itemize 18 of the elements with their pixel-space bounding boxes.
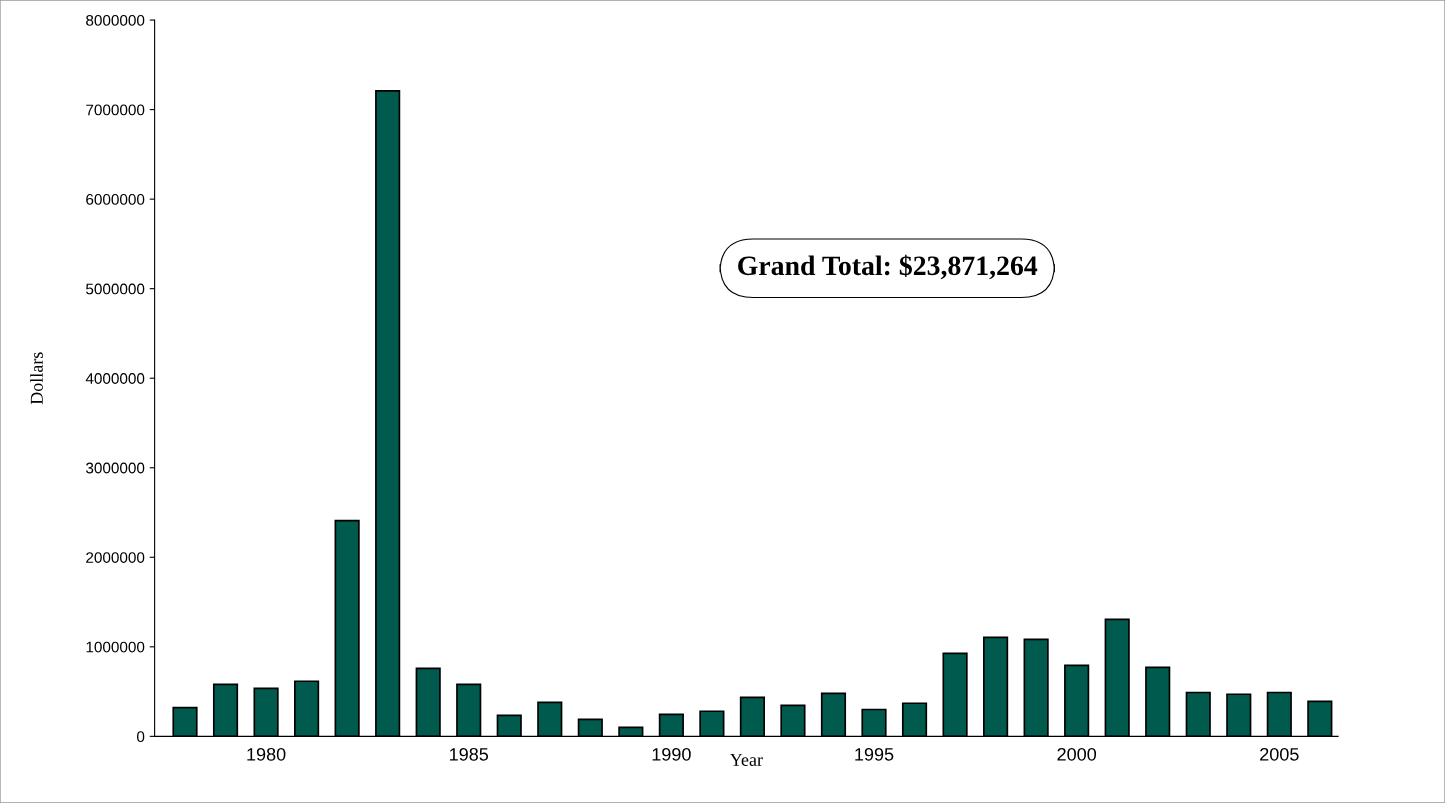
y-tick-label: 6000000 <box>86 194 145 205</box>
x-tick-label: 1980 <box>247 747 286 761</box>
y-tick-label: 0 <box>136 731 145 743</box>
annotation: Grand Total: $23,871,264 <box>738 254 1038 280</box>
x-tick-label: 1995 <box>855 747 894 761</box>
x-tick-label: 1985 <box>450 747 489 761</box>
x-tick-label: 2000 <box>1057 747 1097 761</box>
y-tick-label: 3000000 <box>86 462 145 474</box>
y-tick-label: 8000000 <box>86 14 145 26</box>
y-tick-label: 1000000 <box>86 641 145 653</box>
y-tick-label: 7000000 <box>86 104 145 116</box>
x-tick-label: 1990 <box>652 747 691 761</box>
y-tick-label: 2000000 <box>86 552 145 563</box>
x-axis-title: Year <box>729 753 763 766</box>
y-tick-label: 5000000 <box>86 283 145 295</box>
y-axis-title: Dollars <box>30 352 43 405</box>
y-tick-label: 4000000 <box>85 373 145 384</box>
x-tick-label: 2005 <box>1260 747 1299 761</box>
